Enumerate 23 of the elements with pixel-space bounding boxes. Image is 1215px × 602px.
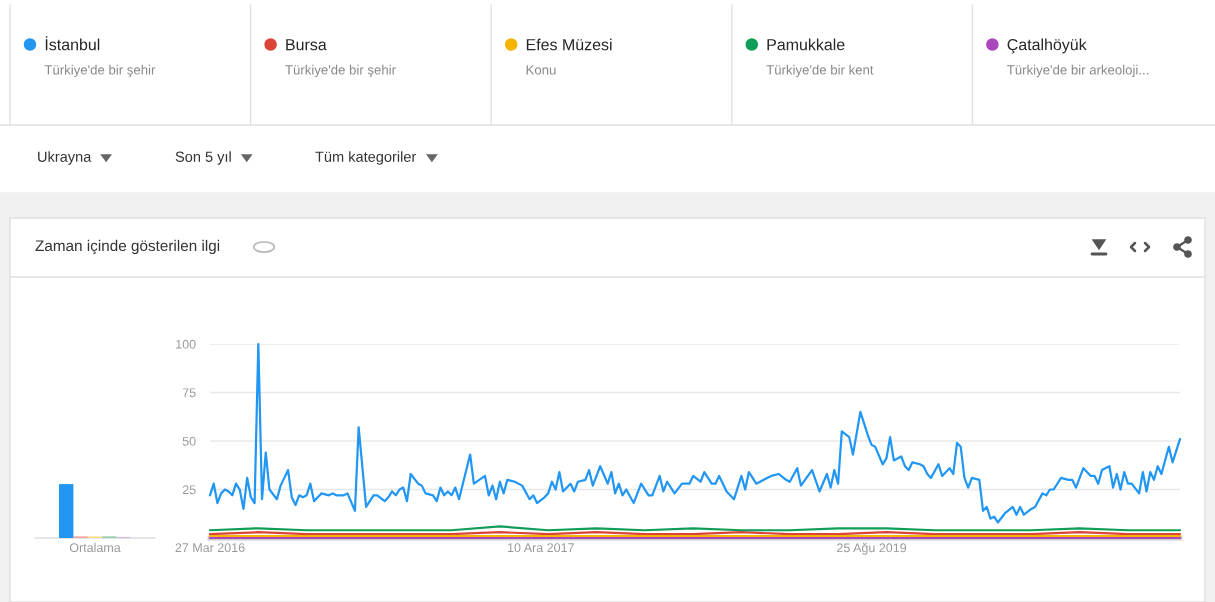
line-series <box>208 342 1182 524</box>
text: Tüm kategoriler <box>315 151 417 165</box>
x-tick-label: 27 Mar 2016 <box>175 543 245 553</box>
legend-label: Bursa <box>286 39 327 51</box>
legend-label: İstanbul <box>45 36 100 51</box>
y-tick-label: 100 <box>176 339 196 349</box>
x-tick-label: 25 Ağu 2019 <box>837 542 907 555</box>
y-tick-label: 50 <box>182 436 196 446</box>
x-tick-label: 10 Ara 2017 <box>508 543 574 553</box>
text: Türkiye'de bir arkeoloji... <box>1007 64 1149 78</box>
text: Zaman içinde gösterilen ilgi <box>35 239 220 255</box>
legend-label: Efes Müzesi <box>526 38 612 51</box>
y-tick-label: 25 <box>182 485 196 495</box>
y-tick-label: 75 <box>182 388 196 398</box>
legend-label: Çatalhöyük <box>1007 38 1087 54</box>
text: Türkiye'de bir şehir <box>285 64 396 78</box>
text: Son 5 yıl <box>175 151 231 165</box>
legend-label: Pamukkale <box>767 38 845 51</box>
text: Ukrayna <box>38 151 92 165</box>
x-tick-label: Ortalama <box>69 542 121 553</box>
text: Türkiye'de bir kent <box>766 64 874 78</box>
text: Türkiye'de bir şehir <box>44 64 156 78</box>
text: Konu <box>526 65 556 75</box>
